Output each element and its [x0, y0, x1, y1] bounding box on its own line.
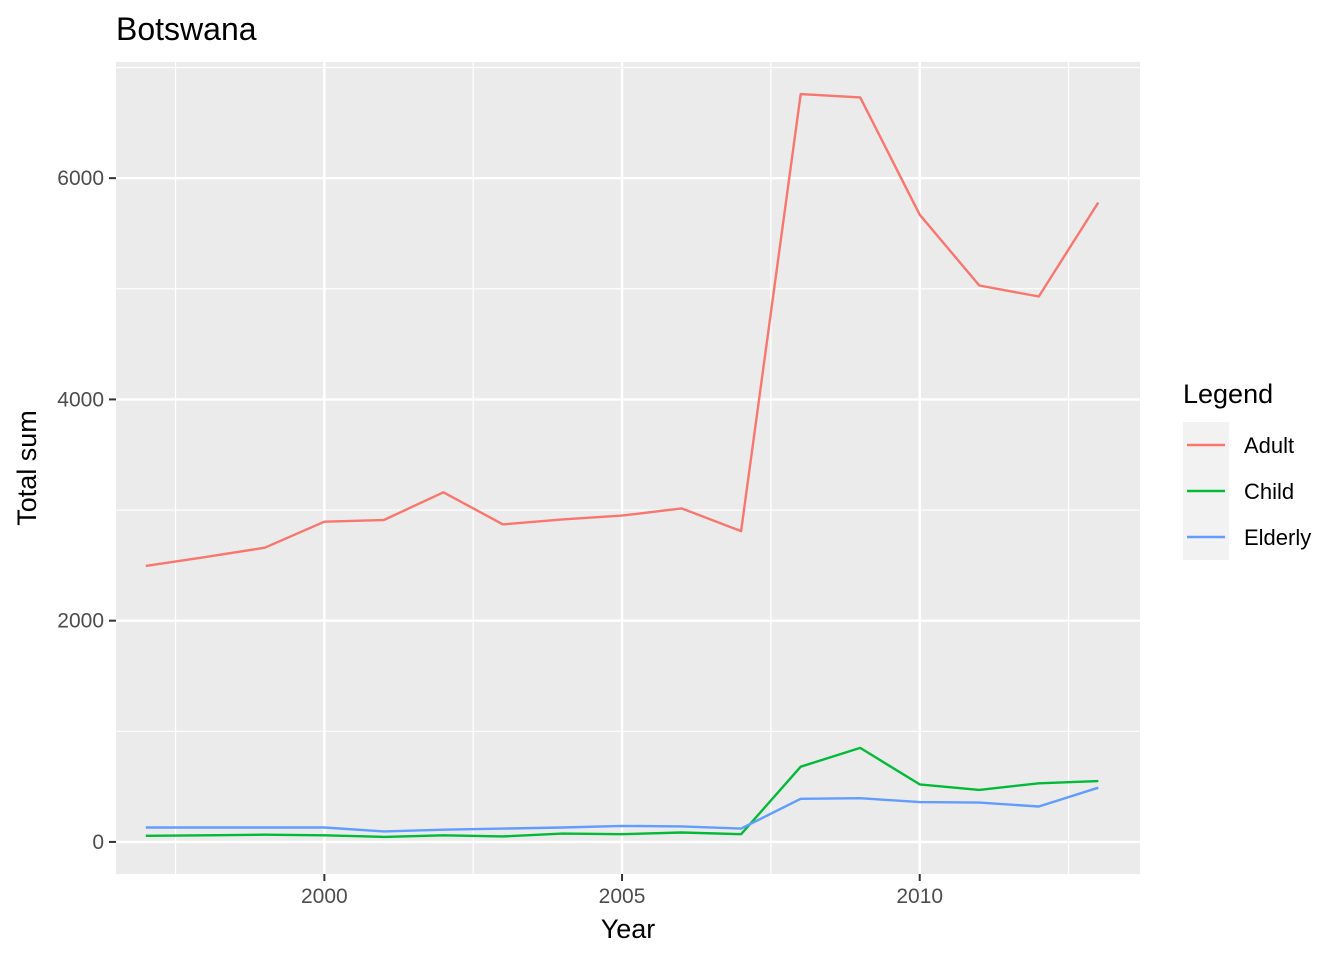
y-axis: 0 2000 4000 6000: [57, 167, 116, 854]
legend-title: Legend: [1183, 379, 1273, 409]
y-tick-label-1: 2000: [57, 610, 104, 633]
x-axis: 2000 2005 2010: [301, 874, 943, 908]
x-tick-label-2: 2010: [896, 885, 943, 908]
series-line-adult: [145, 92, 1100, 568]
y-tick-label-2: 4000: [57, 388, 104, 411]
y-tick-label-0: 0: [92, 831, 104, 854]
legend: Legend Adult Child Elderly: [1183, 379, 1311, 560]
legend-label-adult: Adult: [1244, 433, 1294, 458]
series-lines: [145, 92, 1100, 839]
chart-title: Botswana: [116, 11, 257, 47]
major-grid: [116, 62, 1140, 874]
legend-label-child: Child: [1244, 479, 1294, 504]
legend-label-elderly: Elderly: [1244, 525, 1311, 550]
plot-panel: [116, 62, 1140, 874]
y-tick-label-3: 6000: [57, 167, 104, 190]
series-line-child: [145, 746, 1099, 839]
minor-grid: [116, 62, 1140, 874]
y-axis-label: Total sum: [12, 410, 42, 526]
x-tick-label-0: 2000: [301, 885, 348, 908]
series-line-elderly: [145, 786, 1099, 833]
x-tick-label-1: 2005: [599, 885, 646, 908]
x-axis-label: Year: [601, 914, 656, 944]
